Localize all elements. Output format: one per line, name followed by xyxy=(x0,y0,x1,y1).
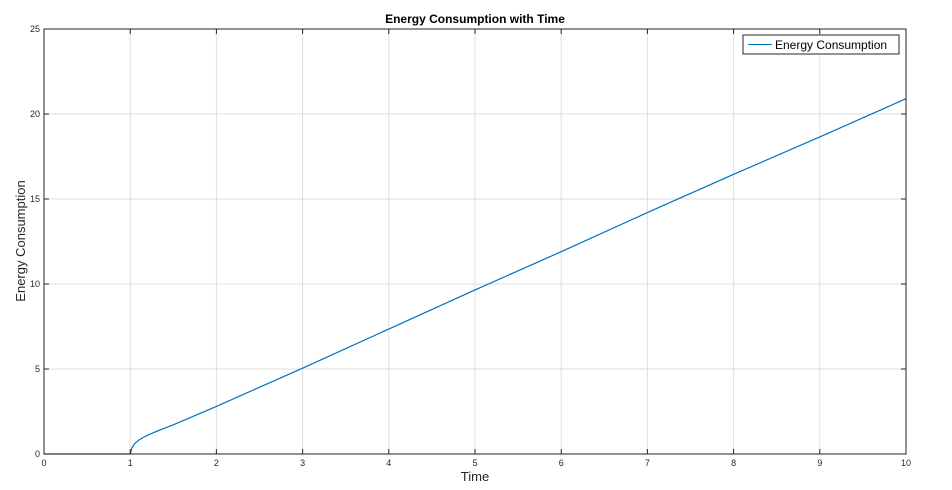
x-tick-label: 4 xyxy=(386,458,391,468)
legend-label: Energy Consumption xyxy=(775,38,887,52)
x-tick-label: 10 xyxy=(901,458,911,468)
chart-title: Energy Consumption with Time xyxy=(385,12,565,26)
x-tick-label: 1 xyxy=(128,458,133,468)
x-tick-label: 2 xyxy=(214,458,219,468)
y-tick-label: 0 xyxy=(35,449,40,459)
y-tick-labels: 0 5 10 15 20 25 xyxy=(30,24,40,459)
legend-box xyxy=(742,34,900,55)
y-tick-label: 20 xyxy=(30,109,40,119)
x-tick-label: 6 xyxy=(559,458,564,468)
y-axis-label: Energy Consumption xyxy=(13,180,28,301)
x-tick-label: 7 xyxy=(645,458,650,468)
y-tick-label: 5 xyxy=(35,364,40,374)
x-tick-label: 8 xyxy=(731,458,736,468)
legend: Energy Consumption xyxy=(742,34,900,55)
series-line xyxy=(44,98,907,455)
y-tick-label: 10 xyxy=(30,279,40,289)
series-layer xyxy=(44,98,907,455)
x-tick-label: 9 xyxy=(817,458,822,468)
x-tick-labels: 0 1 2 3 4 5 6 7 8 9 10 xyxy=(41,458,911,468)
x-tick-label: 3 xyxy=(300,458,305,468)
x-axis-label: Time xyxy=(461,469,489,484)
axis-ticks xyxy=(43,28,907,455)
y-tick-label: 15 xyxy=(30,194,40,204)
x-tick-label: 0 xyxy=(41,458,46,468)
x-tick-label: 5 xyxy=(472,458,477,468)
y-tick-label: 25 xyxy=(30,24,40,34)
